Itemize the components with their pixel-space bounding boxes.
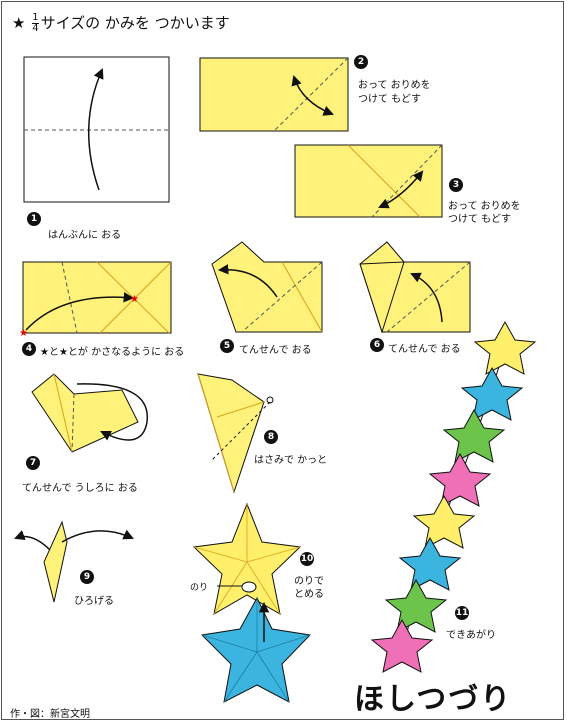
- step-label-4: ★と★とが かさなるように おる: [40, 347, 185, 358]
- step-label-1: はんぶんに おる: [48, 230, 122, 241]
- step-number-1: 1: [27, 212, 41, 226]
- step-number-2: 2: [354, 55, 368, 69]
- step-number-11: 11: [455, 606, 469, 620]
- step1-paper: [23, 56, 170, 203]
- fraction-numerator: 1: [32, 12, 39, 24]
- glue-label: のり: [190, 583, 209, 593]
- step2-paper: [199, 57, 349, 132]
- step-number-6: 6: [370, 338, 384, 352]
- step10-yellow-star: [192, 502, 302, 615]
- step10-blue-star: [200, 596, 312, 703]
- svg-text:★: ★: [130, 294, 139, 305]
- step-number-7: 7: [26, 456, 40, 470]
- fraction-denominator: 4: [32, 23, 39, 34]
- step5-paper: [211, 241, 323, 333]
- step-label-10b: とめる: [294, 589, 324, 600]
- step-label-7: てんせんで うしろに おる: [22, 483, 138, 494]
- header: ★ 1 4 サイズの かみを つかいます: [12, 12, 230, 34]
- step6-paper: [359, 241, 471, 334]
- header-text: サイズの かみを つかいます: [40, 14, 230, 32]
- step-label-2b: つけて もどす: [358, 94, 421, 105]
- step9-paper: [14, 520, 134, 603]
- step-label-11: できあがり: [446, 630, 496, 641]
- step-label-8: はさみで かっと: [254, 455, 328, 466]
- step-number-4: 4: [22, 342, 36, 356]
- step-number-9: 9: [80, 570, 94, 584]
- step4-paper: ★ ★: [19, 261, 172, 339]
- step-label-2a: おって おりめを: [358, 80, 431, 91]
- step-label-3b: つけて もどす: [448, 214, 511, 225]
- step-label-3a: おって おりめを: [448, 201, 521, 212]
- step-label-10a: のりで: [294, 576, 324, 587]
- svg-text:★: ★: [19, 328, 28, 339]
- step-number-10: 10: [300, 552, 314, 566]
- step-number-8: 8: [264, 430, 278, 444]
- step-number-3: 3: [449, 178, 463, 192]
- star-icon: ★: [12, 14, 26, 32]
- credit: 作・図：新宮文明: [10, 709, 90, 720]
- step-label-6: てんせんで おる: [388, 344, 461, 355]
- step8-paper: [197, 373, 274, 494]
- garland: [370, 320, 537, 673]
- step-label-9: ひろげる: [74, 596, 114, 607]
- step-number-5: 5: [220, 339, 234, 353]
- final-title: ほしつづり: [354, 682, 513, 717]
- step3-paper: [294, 144, 443, 218]
- fraction: 1 4: [32, 12, 39, 34]
- step-label-5: てんせんで おる: [239, 345, 312, 356]
- step7-paper: [31, 373, 148, 453]
